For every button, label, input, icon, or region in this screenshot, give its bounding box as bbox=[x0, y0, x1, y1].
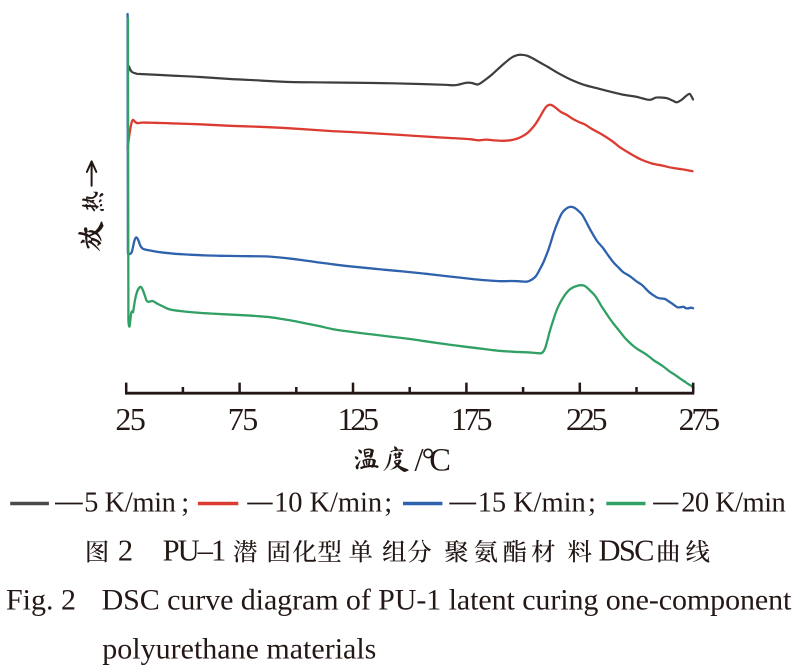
svg-text:25: 25 bbox=[115, 401, 146, 437]
svg-text:;: ; bbox=[384, 487, 392, 518]
svg-text:2: 2 bbox=[118, 534, 133, 568]
svg-text:DSC curve diagram of PU-1 late: DSC curve diagram of PU-1 latent curing … bbox=[102, 584, 792, 617]
svg-text:5 K/min: 5 K/min bbox=[84, 487, 176, 518]
svg-text:DSC: DSC bbox=[599, 534, 655, 568]
svg-text:75: 75 bbox=[228, 401, 259, 437]
svg-text:;: ; bbox=[588, 487, 596, 518]
svg-text:125: 125 bbox=[337, 401, 379, 437]
svg-text:;: ; bbox=[181, 487, 189, 518]
svg-text:Fig. 2: Fig. 2 bbox=[6, 584, 76, 617]
svg-text:polyurethane materials: polyurethane materials bbox=[102, 633, 376, 666]
svg-text:10 K/min: 10 K/min bbox=[274, 487, 382, 518]
svg-text:°: ° bbox=[422, 443, 435, 479]
svg-text:/: / bbox=[415, 443, 425, 479]
svg-text:C: C bbox=[429, 443, 451, 479]
svg-text:275: 275 bbox=[679, 401, 721, 437]
svg-text:225: 225 bbox=[566, 401, 608, 437]
svg-text:175: 175 bbox=[451, 401, 493, 437]
svg-text:20 K/min: 20 K/min bbox=[681, 487, 786, 518]
svg-text:15 K/min: 15 K/min bbox=[478, 487, 586, 518]
svg-text:PU–1: PU–1 bbox=[163, 534, 227, 568]
